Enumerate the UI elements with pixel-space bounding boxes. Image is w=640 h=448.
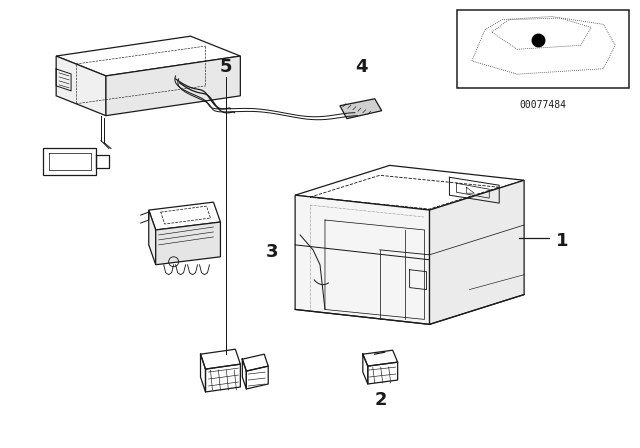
Polygon shape — [340, 99, 381, 119]
Text: 2: 2 — [374, 391, 387, 409]
Polygon shape — [295, 195, 429, 324]
Text: 5: 5 — [220, 58, 232, 76]
Polygon shape — [156, 222, 220, 265]
Bar — [457, 10, 629, 88]
Polygon shape — [148, 202, 220, 230]
Polygon shape — [56, 56, 106, 116]
Polygon shape — [200, 349, 241, 369]
Text: 3: 3 — [266, 243, 278, 261]
Polygon shape — [106, 56, 241, 116]
Text: 00077484: 00077484 — [520, 100, 566, 110]
Polygon shape — [295, 165, 524, 210]
Text: 4: 4 — [355, 58, 367, 76]
Polygon shape — [148, 210, 156, 265]
Polygon shape — [44, 148, 96, 175]
Text: 1: 1 — [556, 232, 568, 250]
Polygon shape — [56, 36, 241, 76]
Polygon shape — [429, 180, 524, 324]
